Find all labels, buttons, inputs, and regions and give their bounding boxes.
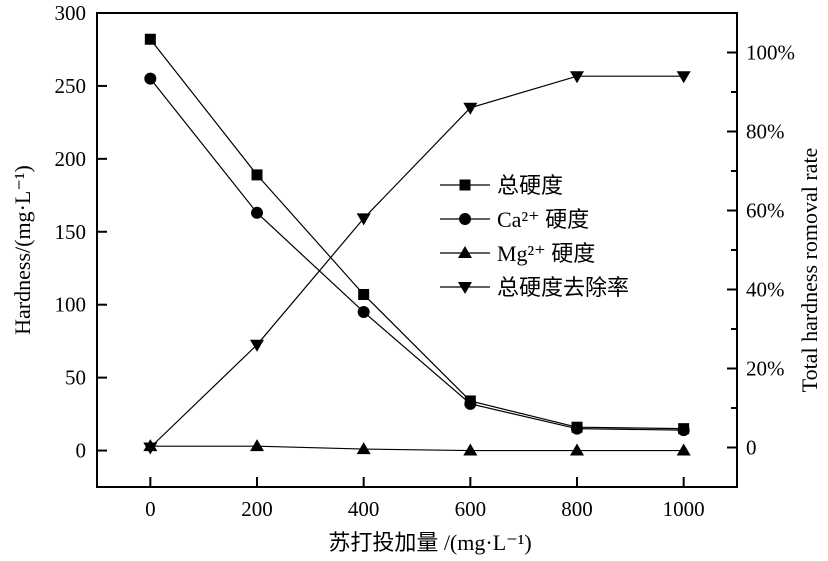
- legend-label: 总硬度: [497, 173, 563, 198]
- data-point-1: [357, 305, 370, 318]
- data-point-0: [144, 33, 156, 45]
- y-right-tick-label: 20%: [746, 357, 785, 381]
- legend-marker: [458, 246, 472, 258]
- data-point-2: [250, 439, 264, 452]
- x-tick-label: 1000: [663, 497, 705, 521]
- y-axis-right-label: Total hardness romoval rate: [797, 148, 822, 393]
- data-point-2: [570, 443, 584, 456]
- legend-marker: [459, 179, 471, 191]
- plot-frame: [96, 12, 738, 488]
- y-right-tick-label: 100%: [746, 41, 795, 65]
- data-point-3: [250, 339, 264, 352]
- data-point-1: [677, 424, 690, 437]
- y-tick-label: 0: [76, 439, 87, 463]
- y-right-tick-label: 0: [746, 436, 757, 460]
- y-tick-label: 250: [55, 74, 87, 98]
- x-tick-label: 200: [241, 497, 273, 521]
- data-point-2: [463, 443, 478, 456]
- data-point-3: [356, 213, 371, 226]
- data-point-2: [676, 443, 691, 456]
- series-line-0: [149, 38, 684, 430]
- legend-label: 总硬度去除率: [497, 275, 629, 300]
- y-tick-label: 150: [55, 220, 87, 244]
- data-point-0: [358, 288, 370, 300]
- y-right-tick-label: 80%: [746, 120, 785, 144]
- data-point-3: [143, 442, 158, 455]
- data-point-2: [356, 442, 371, 455]
- series-line-2: [150, 445, 684, 452]
- data-point-3: [463, 102, 478, 115]
- y-tick-label: 50: [65, 366, 86, 390]
- legend-label: Mg²⁺ 硬度: [497, 241, 595, 266]
- x-tick-label: 800: [561, 497, 593, 521]
- x-tick-label: 0: [145, 497, 156, 521]
- legend-marker: [459, 213, 471, 225]
- y-tick-label: 300: [55, 1, 87, 25]
- series-line-1: [149, 78, 684, 431]
- data-point-1: [464, 397, 477, 410]
- legend-marker: [458, 282, 472, 294]
- data-point-1: [571, 422, 583, 435]
- x-tick-label: 600: [455, 497, 487, 521]
- y-right-tick-label: 40%: [746, 278, 785, 302]
- data-point-1: [144, 72, 157, 85]
- legend-label: Ca²⁺ 硬度: [497, 207, 589, 232]
- data-point-0: [251, 169, 263, 181]
- x-tick-label: 400: [348, 497, 380, 521]
- y-axis-label: Hardness/(mg·L⁻¹): [10, 165, 35, 335]
- data-point-1: [251, 206, 263, 219]
- y-right-tick-label: 60%: [746, 199, 785, 223]
- y-tick-label: 100: [55, 293, 87, 317]
- data-point-3: [676, 71, 691, 84]
- x-axis-label: 苏打投加量 /(mg·L⁻¹): [328, 530, 531, 555]
- y-tick-label: 200: [55, 147, 87, 171]
- data-point-3: [570, 71, 584, 84]
- series-line-3: [149, 75, 684, 448]
